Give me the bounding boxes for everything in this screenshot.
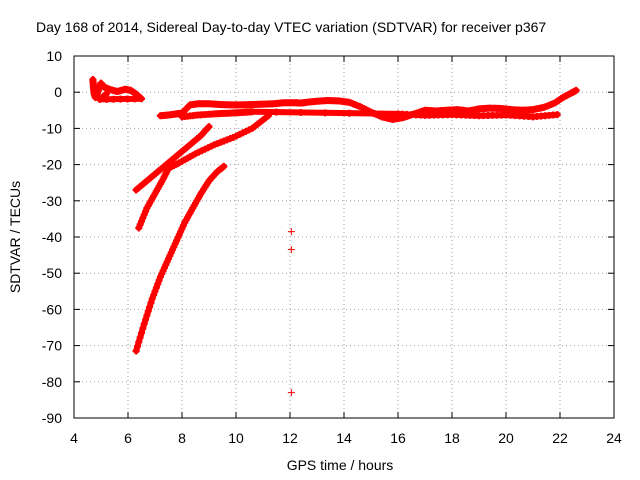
x-tick-label: 22	[552, 430, 568, 446]
data-point	[132, 347, 140, 355]
data-point	[205, 123, 213, 131]
data-point	[133, 343, 141, 351]
axis-ticks	[73, 55, 615, 419]
data-point	[154, 280, 162, 288]
data-point	[138, 329, 145, 337]
y-tick-label: 0	[54, 84, 62, 100]
data-point	[139, 324, 147, 332]
data-point	[287, 228, 295, 236]
x-tick-label: 10	[228, 430, 244, 446]
data-point	[135, 338, 143, 346]
x-tick-labels: 4 6 8 10 12 14 16 18 20 22 24	[70, 430, 622, 446]
x-tick-label: 24	[606, 430, 622, 446]
data-point	[102, 90, 110, 98]
x-tick-label: 6	[124, 430, 132, 446]
y-tick-labels: 10 0 -10 -20 -30 -40 -50 -60 -70 -80 -90	[42, 48, 62, 426]
x-tick-label: 20	[498, 430, 514, 446]
data-point	[138, 95, 145, 103]
data-point	[146, 303, 154, 311]
data-point	[287, 389, 295, 397]
y-tick-label: -10	[42, 120, 62, 136]
y-tick-label: -20	[42, 157, 62, 173]
data-point	[370, 110, 378, 118]
series-lower-band	[178, 108, 561, 121]
series-outliers	[287, 228, 295, 397]
y-axis-label: SDTVAR / TECUs	[7, 181, 23, 293]
data-point	[220, 162, 228, 170]
data-point	[264, 112, 272, 120]
data-point	[152, 284, 160, 292]
series-decay-2	[135, 112, 272, 232]
data-point	[273, 108, 280, 116]
data-point	[321, 109, 329, 117]
y-tick-label: 10	[46, 48, 62, 64]
data-point	[110, 95, 118, 103]
data-point	[553, 111, 561, 119]
x-axis-label: GPS time / hours	[287, 457, 394, 473]
data-point	[155, 276, 163, 284]
data-point	[140, 320, 148, 328]
y-tick-label: -40	[42, 229, 62, 245]
data-point	[248, 108, 256, 116]
data-point	[147, 299, 155, 307]
x-tick-label: 12	[282, 430, 298, 446]
series-decay-3	[132, 162, 228, 355]
series-decay-1	[132, 123, 213, 194]
data-point	[143, 311, 151, 319]
series-band	[133, 163, 227, 354]
data-point	[142, 316, 150, 324]
y-tick-label: -60	[42, 301, 62, 317]
data-point	[287, 246, 295, 254]
data-point	[151, 287, 159, 295]
data-series	[89, 76, 580, 397]
y-tick-label: -50	[42, 265, 62, 281]
series-early-cluster	[89, 76, 145, 103]
data-point	[117, 95, 125, 103]
data-point	[136, 333, 144, 341]
data-point	[150, 291, 158, 299]
data-point	[572, 86, 580, 94]
y-tick-label: -70	[42, 338, 62, 354]
x-tick-label: 16	[390, 430, 406, 446]
x-tick-label: 8	[178, 430, 186, 446]
data-point	[148, 295, 156, 303]
data-point	[345, 109, 353, 117]
chart-title: Day 168 of 2014, Sidereal Day-to-day VTE…	[36, 19, 546, 35]
data-point	[124, 95, 132, 103]
x-tick-label: 4	[70, 430, 78, 446]
y-tick-label: -90	[42, 410, 62, 426]
y-tick-label: -80	[42, 374, 62, 390]
data-point	[131, 95, 139, 103]
data-point	[297, 108, 305, 116]
x-tick-label: 14	[336, 430, 352, 446]
y-tick-label: -30	[42, 193, 62, 209]
data-point	[144, 307, 152, 315]
x-tick-label: 18	[444, 430, 460, 446]
